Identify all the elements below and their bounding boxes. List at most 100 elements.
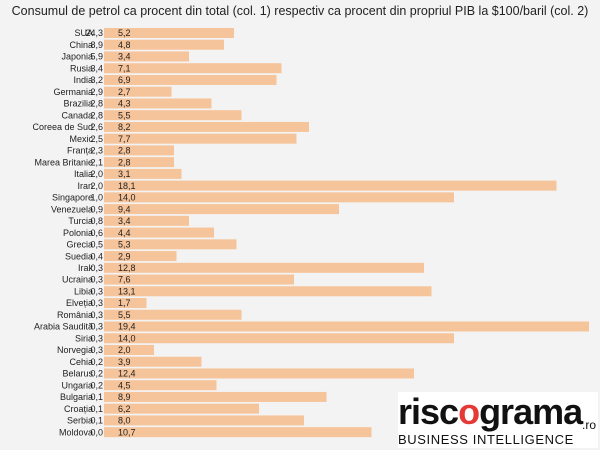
- col1-value-label: 2,9: [90, 87, 103, 97]
- category-label: Italia: [74, 169, 93, 179]
- category-label: China: [69, 40, 93, 50]
- bar-21: [104, 274, 294, 285]
- col1-value-label: 3,4: [90, 63, 103, 73]
- col1-value-label: 2,3: [90, 146, 103, 156]
- bar-8: [104, 121, 309, 132]
- col1-value-label: 0,3: [90, 263, 103, 273]
- category-label: Bulgaria: [60, 392, 93, 402]
- bar-1: [104, 39, 224, 50]
- logo-o-icon: o: [458, 391, 480, 432]
- col2-value-label: 7,1: [118, 63, 131, 73]
- col2-value-label: 9,4: [118, 204, 131, 214]
- bar-24: [104, 309, 242, 320]
- bar-31: [104, 391, 327, 402]
- col1-value-label: 0,2: [90, 380, 103, 390]
- category-label: Coreea de Sud: [32, 122, 93, 132]
- col1-value-label: 0,1: [90, 416, 103, 426]
- category-label: Franța: [67, 146, 93, 156]
- col2-value-label: 5,2: [118, 28, 131, 38]
- category-label: Croația: [64, 404, 93, 414]
- col1-value-label: 0,3: [90, 286, 103, 296]
- bar-11: [104, 157, 174, 168]
- col2-value-label: 1,7: [118, 298, 131, 308]
- col2-value-label: 2,9: [118, 251, 131, 261]
- category-label: Libia: [74, 286, 93, 296]
- riscograma-logo: riscograma .ro BUSINESS INTELLIGENCE: [398, 392, 598, 448]
- col2-value-label: 6,9: [118, 75, 131, 85]
- bar-5: [104, 86, 172, 97]
- col1-value-label: 5,9: [90, 52, 103, 62]
- bar-14: [104, 192, 454, 203]
- col2-value-label: 8,9: [118, 392, 131, 402]
- col1-value-label: 0,3: [90, 310, 103, 320]
- col2-value-label: 2,8: [118, 157, 131, 167]
- col1-value-label: 3,2: [90, 75, 103, 85]
- category-label: Germania: [53, 87, 93, 97]
- category-label: Arabia Saudită: [34, 322, 93, 332]
- category-label: Venezuela: [51, 204, 93, 214]
- bar-7: [104, 110, 242, 121]
- col2-value-label: 5,3: [118, 240, 131, 250]
- col1-value-label: 2,0: [90, 181, 103, 191]
- col2-value-label: 3,1: [118, 169, 131, 179]
- col2-value-label: 18,1: [118, 181, 136, 191]
- col2-value-label: 4,4: [118, 228, 131, 238]
- category-label: Moldova: [59, 427, 93, 437]
- col1-value-label: 0,3: [90, 298, 103, 308]
- col1-value-label: 2,8: [90, 99, 103, 109]
- col2-value-label: 3,4: [118, 216, 131, 226]
- bar-27: [104, 344, 154, 355]
- bar-22: [104, 286, 432, 297]
- col2-value-label: 7,6: [118, 275, 131, 285]
- category-label: Suedia: [65, 251, 93, 261]
- col2-value-label: 4,8: [118, 40, 131, 50]
- bar-16: [104, 215, 189, 226]
- bar-25: [104, 321, 589, 332]
- col1-value-label: 2,6: [90, 122, 103, 132]
- bar-19: [104, 251, 177, 262]
- category-label: Siria: [75, 333, 93, 343]
- col1-value-label: 0,2: [90, 369, 103, 379]
- bar-18: [104, 239, 237, 250]
- bar-2: [104, 51, 189, 62]
- col2-value-label: 19,4: [118, 322, 136, 332]
- col1-value-label: 0,3: [90, 275, 103, 285]
- category-label: Iran: [77, 181, 93, 191]
- col1-value-label: 24,3: [85, 28, 103, 38]
- bar-20: [104, 262, 424, 273]
- category-label: Mexic: [69, 134, 93, 144]
- category-label: România: [57, 310, 93, 320]
- col1-value-label: 0,9: [90, 204, 103, 214]
- category-label: Irak: [78, 263, 94, 273]
- col2-value-label: 4,5: [118, 380, 131, 390]
- category-label: Brazilia: [63, 99, 93, 109]
- bar-33: [104, 415, 304, 426]
- col1-value-label: 0,8: [90, 216, 103, 226]
- logo-wordmark: riscograma: [398, 391, 583, 432]
- col1-value-label: 2,8: [90, 110, 103, 120]
- col1-value-label: 0,2: [90, 357, 103, 367]
- category-label: Rusia: [70, 63, 93, 73]
- category-label: Belarus: [62, 369, 93, 379]
- bar-3: [104, 63, 282, 74]
- col2-value-label: 5,5: [118, 310, 131, 320]
- category-label: Polonia: [63, 228, 93, 238]
- col1-value-label: 0,1: [90, 404, 103, 414]
- col1-value-label: 0,0: [90, 427, 103, 437]
- col2-value-label: 2,7: [118, 87, 131, 97]
- logo-tagline: BUSINESS INTELLIGENCE: [398, 432, 574, 447]
- col1-value-label: 8,9: [90, 40, 103, 50]
- bar-30: [104, 380, 217, 391]
- bar-12: [104, 168, 182, 179]
- col2-value-label: 8,0: [118, 416, 131, 426]
- category-label: Ungaria: [61, 380, 93, 390]
- category-label: Ucraina: [62, 275, 93, 285]
- col2-value-label: 14,0: [118, 193, 136, 203]
- bar-34: [104, 427, 372, 438]
- chart-title: Consumul de petrol ca procent din total …: [11, 4, 589, 18]
- col2-value-label: 4,3: [118, 99, 131, 109]
- bar-29: [104, 368, 414, 379]
- col1-value-label: 0,6: [90, 228, 103, 238]
- col2-value-label: 12,4: [118, 369, 136, 379]
